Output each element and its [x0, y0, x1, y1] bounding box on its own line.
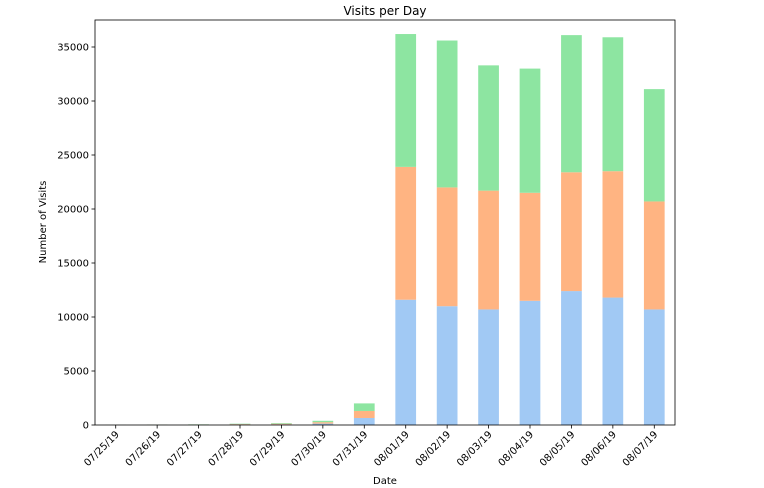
bar-08-04-19-series-2 [519, 192, 541, 301]
bar-07-31-19-series-1 [353, 417, 375, 425]
bar-08-04-19-series-3 [519, 68, 541, 193]
bar-08-01-19-series-2 [395, 166, 417, 300]
x-axis-label: Date [373, 476, 397, 487]
x-tick-label: 07/28/19 [207, 429, 247, 469]
x-tick-label: 08/07/19 [621, 429, 661, 469]
x-tick-label: 08/04/19 [497, 429, 537, 469]
bar-08-06-19-series-1 [602, 297, 624, 425]
bar-07-29-19-series-3 [271, 423, 292, 424]
bar-08-03-19-series-2 [478, 190, 499, 310]
x-tick-label: 07/29/19 [248, 429, 288, 469]
bar-08-05-19-series-2 [561, 172, 582, 292]
x-axis: 07/25/19 07/26/19 07/27/19 07/28/19 07/29/19… [82, 425, 660, 469]
x-tick-label: 08/02/19 [414, 429, 454, 469]
bars-layer [105, 34, 665, 425]
y-tick-label: 15000 [57, 259, 89, 270]
bar-07-30-19-series-1 [312, 423, 334, 425]
x-tick-label: 07/30/19 [289, 429, 329, 469]
x-tick-label: 08/05/19 [538, 429, 578, 469]
y-axis-label: Number of Visits [38, 181, 49, 264]
x-tick-label: 07/27/19 [165, 429, 205, 469]
bar-08-05-19-series-3 [561, 35, 582, 173]
y-tick-label: 5000 [64, 367, 89, 378]
bar-08-02-19-series-1 [436, 306, 458, 425]
y-tick-label: 0 [83, 421, 89, 432]
bar-08-02-19-series-3 [436, 40, 458, 188]
bar-08-05-19-series-1 [561, 291, 582, 425]
y-tick-label: 25000 [57, 151, 89, 162]
bar-08-03-19-series-1 [478, 309, 499, 425]
bar-08-06-19-series-2 [602, 171, 624, 298]
bar-08-03-19-series-3 [478, 65, 499, 191]
bar-08-01-19-series-1 [395, 299, 417, 425]
x-tick-label: 08/01/19 [372, 429, 412, 469]
bar-08-07-19-series-2 [643, 201, 665, 310]
bar-07-31-19-series-3 [353, 403, 375, 411]
bar-08-02-19-series-2 [436, 187, 458, 307]
y-tick-label: 10000 [57, 313, 89, 324]
bar-07-30-19-series-2 [312, 422, 334, 424]
plot-area [94, 19, 676, 426]
x-tick-label: 07/25/19 [82, 429, 122, 469]
bar-08-01-19-series-3 [395, 34, 417, 167]
bar-08-04-19-series-1 [519, 300, 541, 425]
bar-07-31-19-series-2 [353, 410, 375, 418]
bar-08-06-19-series-3 [602, 37, 624, 172]
x-tick-label: 08/03/19 [455, 429, 495, 469]
bar-08-07-19-series-3 [643, 89, 665, 202]
chart-title: Visits per Day [343, 4, 426, 18]
bar-08-07-19-series-1 [643, 309, 665, 425]
x-tick-label: 07/26/19 [124, 429, 164, 469]
bar-07-30-19-series-3 [312, 420, 334, 423]
y-axis: 0 5000 10000 15000 20000 25000 30000 35000 [57, 43, 95, 432]
y-tick-label: 35000 [57, 43, 89, 54]
bar-07-29-19-series-2 [271, 423, 292, 425]
y-tick-label: 30000 [57, 97, 89, 108]
x-tick-label: 07/31/19 [331, 429, 371, 469]
x-tick-label: 08/06/19 [579, 429, 619, 469]
y-tick-label: 20000 [57, 205, 89, 216]
